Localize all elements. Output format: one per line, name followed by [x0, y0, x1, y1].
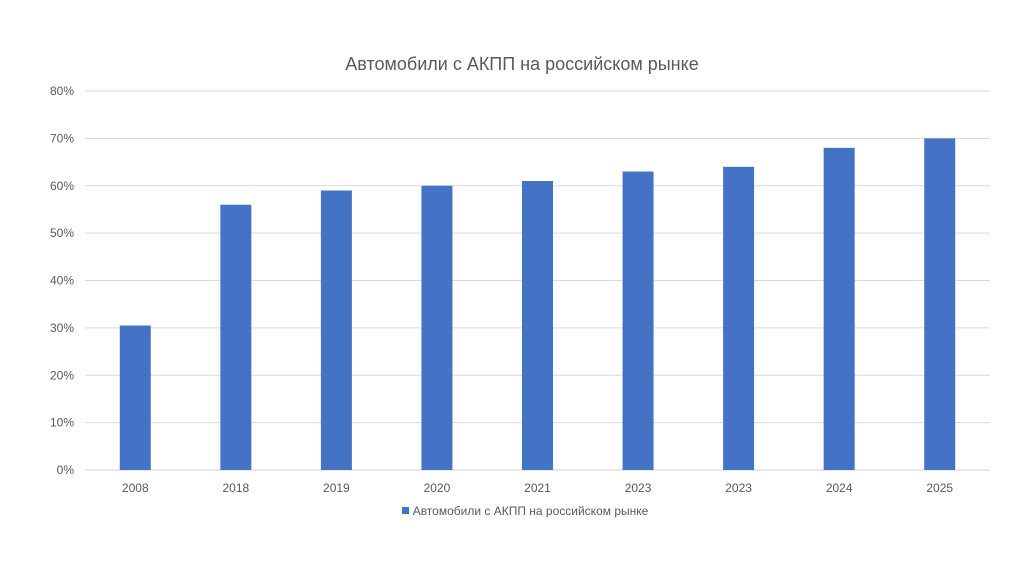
- bar-7: [823, 147, 855, 470]
- chart-title: Автомобили с АКПП на российском рынке: [345, 54, 699, 74]
- x-tick-label: 2020: [424, 481, 451, 495]
- bar-6: [723, 166, 755, 471]
- y-tick-label: 60%: [50, 179, 74, 193]
- x-tick-label: 2021: [524, 481, 551, 495]
- y-tick-label: 0%: [57, 463, 75, 477]
- y-tick-label: 70%: [50, 131, 74, 145]
- legend: Автомобили с АКПП на российском рынке: [0, 504, 1024, 518]
- bar-5: [622, 171, 654, 470]
- x-tick-label: 2008: [122, 481, 149, 495]
- y-tick-label: 50%: [50, 226, 74, 240]
- y-tick-label: 20%: [50, 368, 74, 382]
- bar-0: [119, 325, 151, 470]
- y-tick-label: 40%: [50, 274, 74, 288]
- y-tick-label: 30%: [50, 321, 74, 335]
- legend-swatch: [401, 507, 409, 514]
- x-tick-label: 2023: [625, 481, 652, 495]
- x-tick-label: 2025: [926, 481, 953, 495]
- x-tick-label: 2023: [725, 481, 752, 495]
- legend-label: Автомобили с АКПП на российском рынке: [412, 504, 649, 518]
- x-tick-label: 2018: [222, 481, 249, 495]
- y-tick-label: 10%: [50, 416, 74, 430]
- bar-2: [320, 190, 352, 471]
- x-tick-label: 2024: [826, 481, 853, 495]
- bar-8: [924, 138, 956, 470]
- bar-1: [220, 204, 252, 470]
- y-tick-label: 80%: [50, 84, 74, 98]
- bar-3: [421, 185, 453, 470]
- x-tick-label: 2019: [323, 481, 350, 495]
- bar-4: [522, 181, 553, 470]
